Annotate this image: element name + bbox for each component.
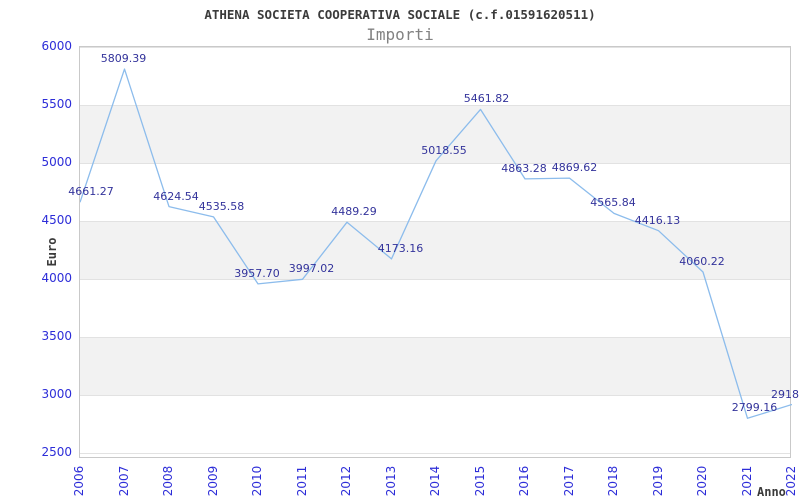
y-tick-label: 6000 [41,39,72,53]
data-point-label: 4173.16 [377,241,424,255]
x-tick-label: 2017 [561,465,576,497]
y-tick-label: 5500 [41,97,72,111]
y-tick-label: 4500 [41,213,72,227]
x-tick-label: 2006 [72,465,86,497]
x-tick-label: 2020 [695,465,709,497]
data-point-label: 4060.22 [679,255,725,268]
data-point-label: 5809.39 [100,52,147,66]
gridline [80,105,790,106]
gridline [80,337,790,338]
x-tick-label: 2021 [739,465,754,497]
shaded-band [80,105,790,163]
y-tick-label: 4000 [41,271,72,285]
chart-title: ATHENA SOCIETA COOPERATIVA SOCIALE (c.f.… [204,7,596,22]
gridline [80,395,790,396]
gridline [80,453,790,454]
data-point-label: 5018.55 [421,143,467,157]
data-point-label: 3957.70 [234,266,280,280]
y-tick-label: 2500 [41,445,72,459]
data-point-label: 2799.16 [731,401,778,415]
x-tick-label: 2009 [205,465,220,497]
y-tick-label: 3000 [41,387,72,401]
data-line [80,68,792,419]
data-point-label: 5461.82 [463,92,510,106]
x-tick-label: 2018 [606,465,620,497]
y-tick-label: 5000 [41,155,72,169]
y-axis-title: Euro [45,237,59,267]
x-tick-label: 2012 [339,465,353,497]
x-tick-label: 2008 [161,465,175,497]
gridline [80,47,790,48]
x-tick-label: 2016 [517,465,531,497]
x-axis-title: Anno [757,485,786,499]
x-tick-label: 2013 [383,465,398,497]
data-point-label: 2918.0 [771,387,800,401]
line-chart-canvas [80,68,792,419]
data-point-label: 4565.84 [590,196,636,210]
x-tick-label: 2019 [650,465,665,497]
data-point-label: 3997.02 [288,262,335,276]
gridline [80,279,790,280]
data-point-label: 4416.13 [634,213,681,227]
plot-area [79,46,792,458]
data-point-label: 4661.27 [68,185,114,199]
shaded-band [80,221,790,279]
data-point-label: 4489.29 [331,205,377,219]
data-point-label: 4863.28 [501,161,547,175]
x-tick-label: 2014 [428,465,442,497]
x-tick-label: 2011 [294,465,309,497]
gridline [80,221,790,222]
data-point-label: 4535.58 [198,199,245,213]
chart-subtitle: Importi [366,25,434,44]
y-tick-label: 3500 [41,329,72,343]
x-tick-label: 2015 [472,465,487,497]
x-tick-label: 2010 [250,465,264,497]
x-tick-label: 2007 [116,465,131,497]
data-point-label: 4624.54 [153,189,199,203]
data-point-label: 4869.62 [551,161,598,175]
shaded-band [80,337,790,395]
